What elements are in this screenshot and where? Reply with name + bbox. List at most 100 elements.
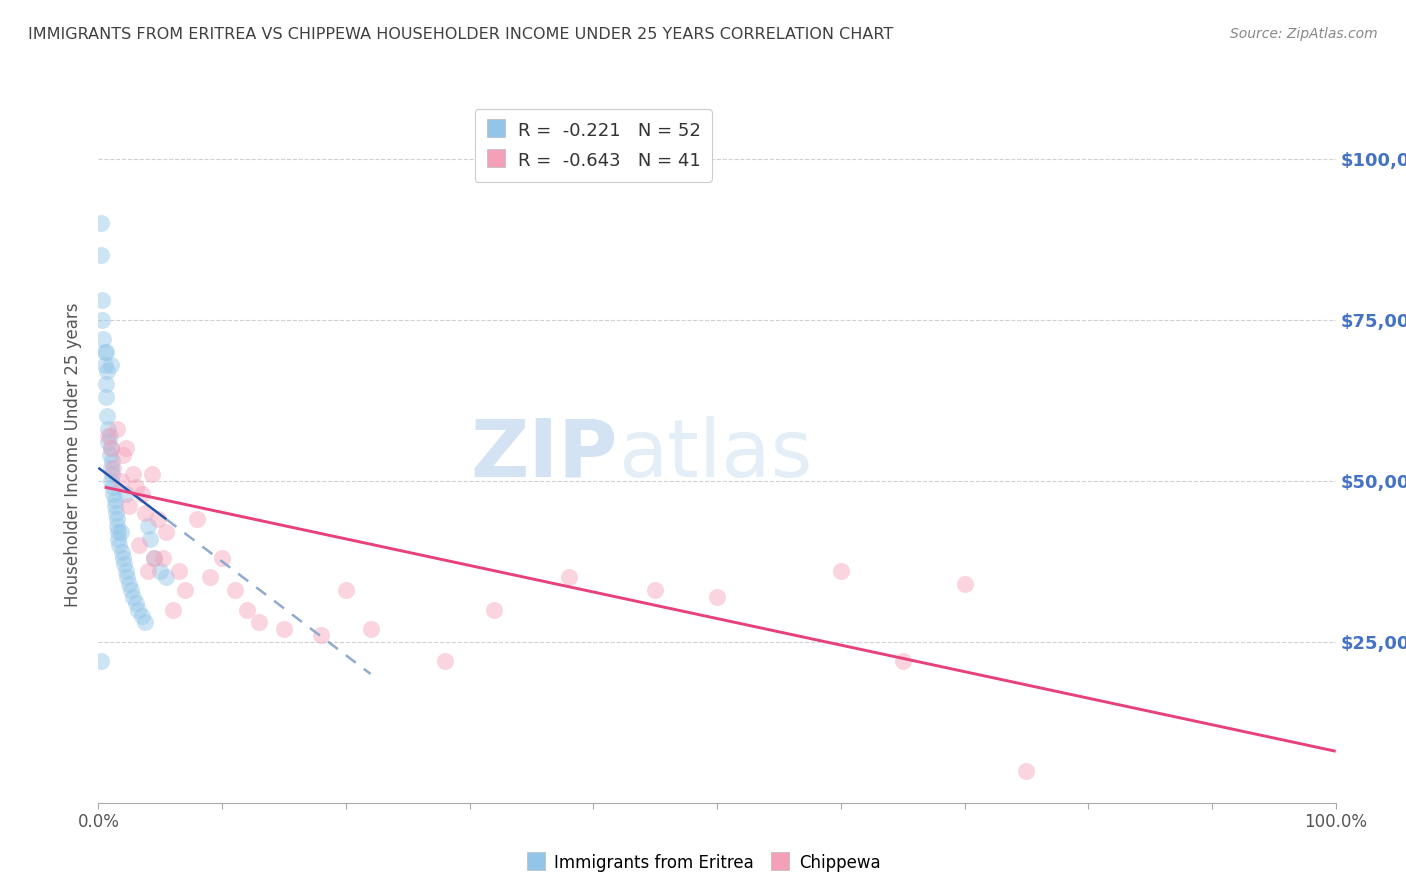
Point (101, 467, 124, 482)
Point (136, 518, 159, 533)
Point (115, 570, 138, 584)
Point (105, 518, 128, 533)
Point (100, 442, 122, 456)
Point (93, 344, 115, 359)
Point (120, 583, 142, 598)
Point (90, 654, 112, 668)
Point (1015, 764, 1038, 778)
Point (830, 564, 852, 578)
Point (247, 615, 270, 630)
Point (96, 364, 118, 378)
Point (122, 467, 145, 482)
Point (97, 435, 120, 450)
Point (97, 428, 120, 442)
Text: IMMIGRANTS FROM ERITREA VS CHIPPEWA HOUSEHOLDER INCOME UNDER 25 YEARS CORRELATIO: IMMIGRANTS FROM ERITREA VS CHIPPEWA HOUS… (28, 27, 893, 42)
Point (644, 583, 666, 598)
Point (143, 551, 166, 566)
Point (103, 493, 125, 508)
Point (103, 486, 125, 500)
Point (112, 448, 135, 462)
Point (91, 293, 114, 308)
Point (100, 474, 122, 488)
Point (136, 564, 159, 578)
Point (91, 312, 114, 326)
Point (94, 377, 117, 392)
Point (433, 654, 456, 668)
Point (111, 544, 134, 558)
Point (128, 538, 150, 552)
Legend: Immigrants from Eritrea, Chippewa: Immigrants from Eritrea, Chippewa (519, 847, 887, 880)
Point (112, 558, 135, 572)
Point (155, 525, 177, 540)
Point (134, 506, 156, 520)
Point (118, 500, 141, 514)
Text: atlas: atlas (619, 416, 813, 494)
Point (236, 602, 259, 616)
Point (110, 474, 132, 488)
Point (127, 602, 149, 616)
Y-axis label: Householder Income Under 25 years: Householder Income Under 25 years (65, 302, 83, 607)
Point (94, 344, 117, 359)
Point (124, 480, 146, 494)
Point (155, 570, 177, 584)
Point (134, 615, 156, 630)
Point (174, 583, 197, 598)
Point (211, 551, 233, 566)
Point (101, 454, 124, 468)
Point (162, 602, 184, 616)
Point (112, 551, 135, 566)
Point (146, 512, 169, 526)
Point (103, 480, 125, 494)
Point (360, 622, 382, 636)
Point (103, 460, 125, 475)
Point (98, 448, 121, 462)
Point (90, 216, 112, 230)
Point (198, 570, 221, 584)
Point (108, 538, 131, 552)
Point (335, 583, 357, 598)
Point (100, 358, 122, 372)
Point (107, 525, 129, 540)
Point (167, 564, 190, 578)
Point (131, 486, 153, 500)
Point (122, 590, 145, 604)
Point (105, 512, 128, 526)
Point (484, 602, 506, 616)
Point (149, 564, 172, 578)
Point (90, 248, 112, 262)
Point (953, 576, 976, 591)
Point (107, 532, 129, 546)
Point (143, 551, 166, 566)
Point (105, 422, 128, 436)
Point (94, 390, 117, 404)
Point (124, 596, 146, 610)
Legend: R =  -0.221   N = 52, R =  -0.643   N = 41: R = -0.221 N = 52, R = -0.643 N = 41 (475, 109, 711, 181)
Point (557, 570, 579, 584)
Text: ZIP: ZIP (471, 416, 619, 494)
Point (186, 512, 208, 526)
Point (891, 654, 914, 668)
Point (100, 442, 122, 456)
Point (96, 409, 118, 424)
Point (97, 422, 120, 436)
Point (110, 525, 132, 540)
Point (706, 590, 728, 604)
Point (139, 532, 162, 546)
Point (141, 467, 163, 482)
Point (93, 332, 115, 346)
Point (98, 428, 121, 442)
Point (309, 628, 332, 642)
Point (152, 551, 174, 566)
Point (224, 583, 246, 598)
Point (103, 500, 125, 514)
Point (273, 622, 295, 636)
Text: Source: ZipAtlas.com: Source: ZipAtlas.com (1230, 27, 1378, 41)
Point (114, 442, 136, 456)
Point (118, 576, 141, 591)
Point (104, 506, 127, 520)
Point (100, 460, 122, 475)
Point (114, 486, 136, 500)
Point (114, 564, 136, 578)
Point (131, 609, 153, 624)
Point (93, 358, 115, 372)
